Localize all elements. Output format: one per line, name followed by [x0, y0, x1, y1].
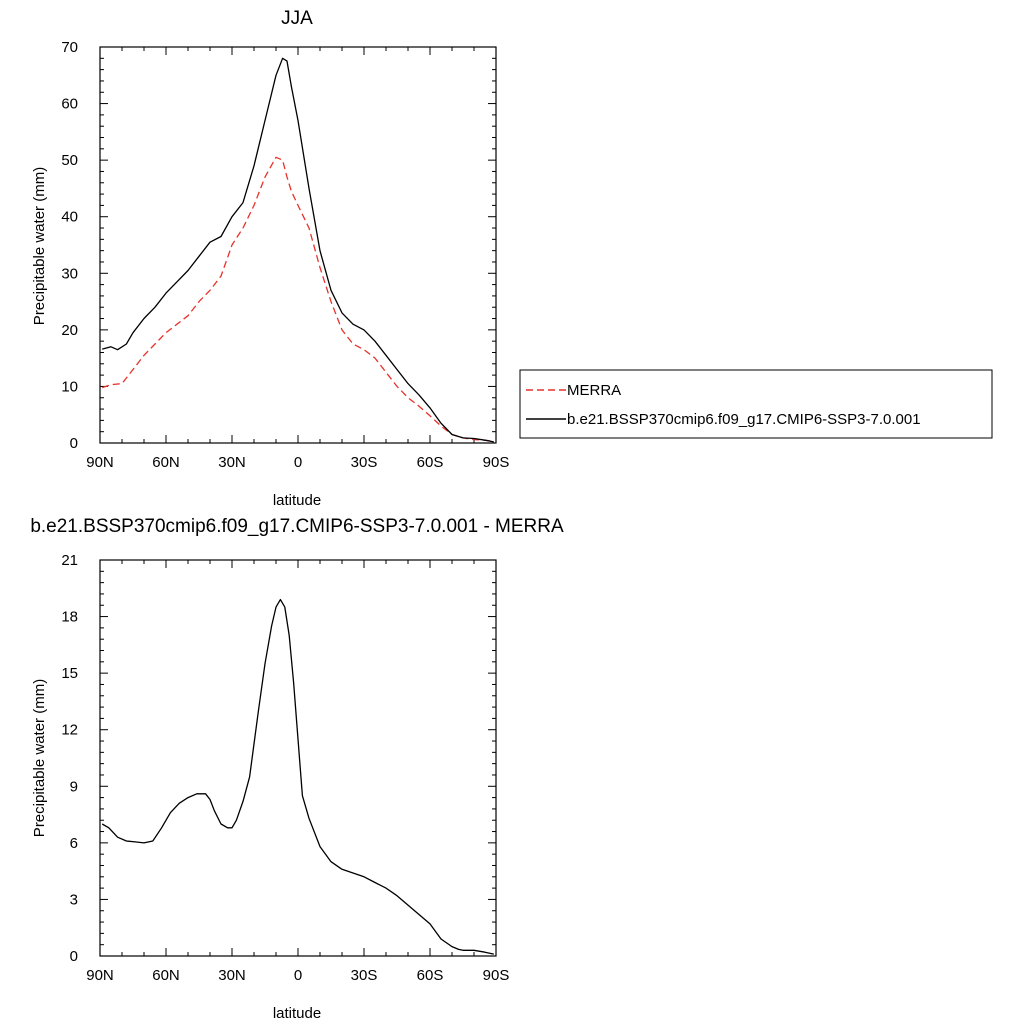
plot-frame [99, 46, 497, 444]
y-tick-label: 70 [61, 39, 78, 56]
y-axis-label: Precipitable water (mm) [31, 679, 48, 837]
legend-label-merra: MERRA [567, 382, 621, 399]
y-tick-label: 21 [61, 552, 78, 569]
x-tick-label: 30S [351, 967, 378, 984]
series-line-b [102, 57, 494, 443]
y-tick-label: 3 [70, 891, 78, 908]
series-line-merra [101, 156, 494, 442]
x-tick-label: 30N [218, 454, 246, 471]
plot-area: 90N 60N 30N 0 30S 60S 90S 0 10 20 30 40 50 60 70 [61, 39, 509, 471]
x-tick-label: 60S [417, 454, 444, 471]
x-tick-label: 60N [152, 967, 180, 984]
x-axis-label: latitude [273, 1005, 321, 1022]
y-tick-label: 12 [61, 722, 78, 739]
y-tick-label: 15 [61, 665, 78, 682]
x-tick-label: 60S [417, 967, 444, 984]
plot-frame [99, 559, 497, 957]
x-tick-label: 30S [351, 454, 378, 471]
y-tick-label: 9 [70, 778, 78, 795]
chart-panel-climatology: JJA Precipitable water (mm) latitude 90N… [31, 8, 509, 509]
y-tick-label: 0 [70, 435, 78, 452]
x-axis-label: latitude [273, 492, 321, 509]
x-tick-label: 90N [86, 454, 114, 471]
x-tick-label: 0 [294, 967, 302, 984]
legend-box [519, 369, 993, 439]
x-tick-label: 90N [86, 967, 114, 984]
x-tick-label: 0 [294, 454, 302, 471]
y-tick-label: 20 [61, 322, 78, 339]
legend-label-model: b.e21.BSSP370cmip6.f09_g17.CMIP6-SSP3-7.… [567, 411, 921, 428]
y-tick-label: 40 [61, 209, 78, 226]
chart-panel-difference: b.e21.BSSP370cmip6.f09_g17.CMIP6-SSP3-7.… [30, 516, 564, 1022]
legend: MERRA b.e21.BSSP370cmip6.f09_g17.CMIP6-S… [519, 369, 993, 439]
x-tick-label: 30N [218, 967, 246, 984]
y-tick-label: 18 [61, 609, 78, 626]
x-tick-label: 60N [152, 454, 180, 471]
y-tick-label: 30 [61, 265, 78, 282]
chart-title: b.e21.BSSP370cmip6.f09_g17.CMIP6-SSP3-7.… [30, 516, 564, 537]
y-axis-label: Precipitable water (mm) [31, 167, 48, 325]
y-tick-label: 10 [61, 378, 78, 395]
y-tick-label: 50 [61, 152, 78, 169]
x-tick-label: 90S [483, 967, 510, 984]
series-line-difference [101, 598, 494, 955]
y-tick-label: 6 [70, 835, 78, 852]
chart-title: JJA [281, 8, 313, 29]
y-tick-label: 60 [61, 96, 78, 113]
x-tick-label: 90S [483, 454, 510, 471]
plot-area: 90N 60N 30N 0 30S 60S 90S 0 3 6 9 12 15 18 21 [61, 552, 509, 984]
y-tick-label: 0 [70, 948, 78, 965]
